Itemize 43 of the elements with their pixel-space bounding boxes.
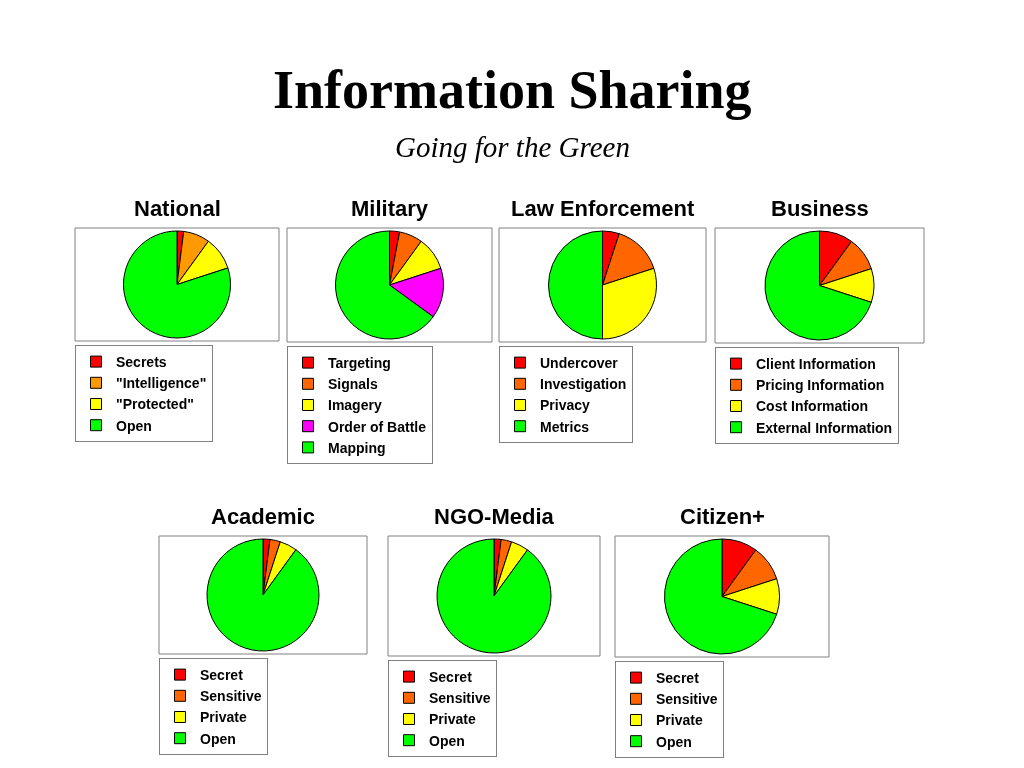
legend-label: Mapping [328,439,386,456]
legend-label: Private [656,712,703,729]
legend-label: Client Information [756,356,876,373]
legend-label: Order of Battle [328,418,427,435]
legend-label: Sensitive [429,690,491,707]
legend-label: Signals [328,376,379,393]
chart-title: National [134,196,221,221]
chart-title: Military [351,196,429,221]
pie-slice [123,230,231,339]
legend-label: Metrics [540,418,590,435]
legend-label: Secret [200,667,244,684]
legend-label: Open [200,730,236,747]
legend-label: Secrets [116,354,167,371]
pie-slice [664,538,778,655]
chart-title: Law Enforcement [511,196,696,221]
legend-label: Pricing Information [756,377,885,394]
legend-label: Undercover [540,355,619,372]
legend-label: "Intelligence" [116,375,207,392]
legend-label: Sensitive [200,688,262,705]
legend-label: Sensitive [656,691,718,708]
legend-label: Cost Information [756,398,868,415]
legend-label: Private [200,709,247,726]
legend-label: Investigation [540,376,627,393]
pie-slice [764,230,872,341]
pie-slice [206,538,320,652]
legend-label: "Protected" [116,396,194,413]
chart-title: NGO-Media [434,504,555,529]
chart-title: Business [771,196,869,221]
chart-title: Academic [211,504,315,529]
legend-label: Targeting [328,355,391,372]
legend-label: Open [116,417,152,434]
legend-label: Imagery [328,397,382,414]
legend-label: Open [429,732,465,749]
text: Information Sharing [273,60,752,120]
legend-label: Privacy [540,397,591,414]
text: Going for the Green [395,131,630,163]
legend-label: Private [429,711,476,728]
legend-label: Secret [429,669,473,686]
chart-title: Citizen+ [680,504,765,529]
legend-label: Open [656,733,692,750]
pie-slice [436,538,552,654]
legend-label: External Information [756,419,893,436]
legend-label: Secret [656,670,700,687]
